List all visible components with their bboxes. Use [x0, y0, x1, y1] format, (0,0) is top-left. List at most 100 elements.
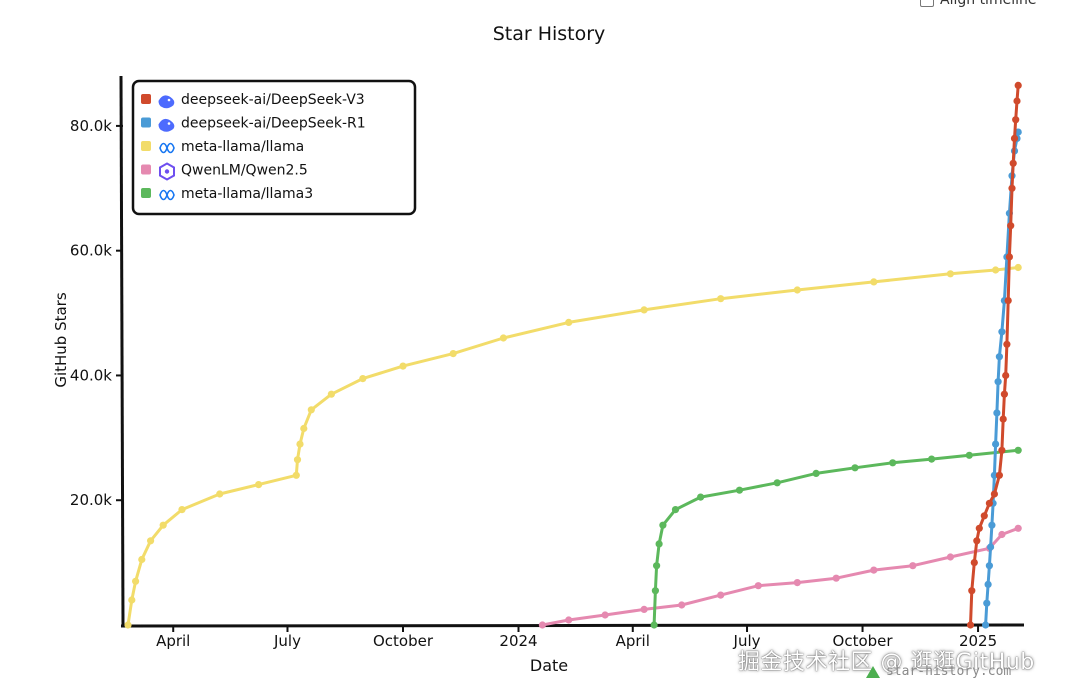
data-point [327, 390, 335, 398]
data-point [970, 559, 978, 567]
data-point [717, 591, 725, 599]
data-point [990, 490, 999, 498]
legend-item: meta-llama/llama3 [141, 186, 313, 202]
data-point [793, 286, 801, 294]
data-point [399, 362, 407, 370]
meta-icon [159, 189, 175, 201]
data-point [946, 270, 955, 278]
data-point [966, 621, 975, 629]
data-point [1014, 81, 1022, 89]
legend-swatch [141, 141, 151, 151]
data-point [995, 353, 1004, 361]
data-point [998, 328, 1006, 336]
data-point [909, 562, 917, 570]
data-point [968, 587, 976, 595]
data-point [717, 295, 725, 303]
data-point [998, 530, 1006, 539]
data-point [992, 266, 1000, 274]
x-axis-label: Date [530, 656, 568, 675]
data-point [659, 521, 667, 529]
series-line [540, 526, 1020, 627]
data-point [1014, 524, 1022, 532]
data-point [870, 566, 878, 574]
data-point [965, 451, 973, 459]
data-point [132, 577, 140, 585]
x-axis-line [120, 623, 1025, 628]
data-point [812, 469, 820, 477]
data-point [178, 506, 186, 514]
data-point [255, 481, 263, 489]
data-point [1014, 446, 1022, 454]
data-point [1003, 340, 1011, 348]
data-point [300, 424, 308, 433]
qwen-icon [159, 162, 175, 181]
series-llama [124, 263, 1022, 629]
data-point [653, 562, 661, 570]
legend: deepseek-ai/DeepSeek-V3 deepseek-ai/DeepS… [131, 79, 417, 216]
data-point [928, 455, 936, 463]
data-point [984, 580, 992, 589]
data-point [159, 521, 167, 529]
legend-swatch [141, 117, 151, 128]
data-point [216, 490, 224, 498]
chart-title: Star History [493, 23, 606, 45]
series-v3 [966, 81, 1022, 629]
align-timeline-label: Align timeline [940, 0, 1037, 8]
data-point [975, 524, 983, 532]
data-point [994, 378, 1002, 386]
data-point [870, 278, 878, 286]
data-point [992, 440, 1000, 448]
x-tick-label: 2025 [959, 632, 997, 650]
x-tick-label: July [273, 632, 301, 650]
data-point [1010, 134, 1019, 142]
data-point [655, 540, 663, 548]
meta-icon [159, 142, 175, 154]
series-line [126, 266, 1020, 627]
data-point [1012, 116, 1020, 124]
star-history-credit[interactable]: star-history.com [866, 664, 1011, 679]
data-point [999, 415, 1007, 423]
data-point [793, 579, 801, 587]
series-llama3 [650, 446, 1022, 629]
y-tick-label: 60.0k [70, 242, 112, 260]
data-point [985, 562, 994, 570]
data-point [1009, 159, 1017, 167]
data-point [988, 521, 996, 529]
legend-label: deepseek-ai/DeepSeek-R1 [181, 116, 366, 132]
data-point [1014, 263, 1022, 272]
whale-icon [158, 119, 175, 132]
data-point [832, 574, 840, 582]
credit-text: star-history.com [886, 664, 1012, 679]
data-point [773, 479, 781, 487]
data-point [1004, 297, 1012, 305]
data-point [124, 621, 132, 629]
data-point [993, 409, 1001, 417]
align-timeline-control[interactable]: Align timeline [920, 0, 1036, 8]
legend-swatch [141, 94, 151, 104]
data-point [138, 555, 146, 564]
data-point [296, 440, 304, 448]
data-point [1008, 184, 1016, 192]
x-tick-label: April [616, 632, 650, 650]
y-tick-label: 20.0k [70, 491, 112, 509]
series-qwen [538, 524, 1022, 629]
data-point [973, 537, 981, 545]
x-tick-label: 2024 [499, 632, 537, 650]
data-point [851, 464, 859, 472]
legend-item: deepseek-ai/DeepSeek-V3 [141, 92, 365, 109]
data-point [671, 506, 680, 514]
x-tick-label: July [733, 632, 761, 650]
data-point [995, 471, 1004, 479]
series-r1 [982, 128, 1022, 629]
data-point [985, 499, 994, 507]
series-line [984, 130, 1020, 627]
x-tick-label: April [156, 632, 190, 650]
align-timeline-checkbox[interactable] [920, 0, 934, 7]
watermark: 掘金技术社区 @ 逛逛GitHub [738, 650, 1035, 675]
legend-item: meta-llama/llama [141, 139, 304, 155]
legend-label: meta-llama/llama3 [181, 186, 313, 202]
data-point [946, 553, 955, 561]
data-point [697, 493, 705, 501]
data-point [307, 406, 315, 414]
